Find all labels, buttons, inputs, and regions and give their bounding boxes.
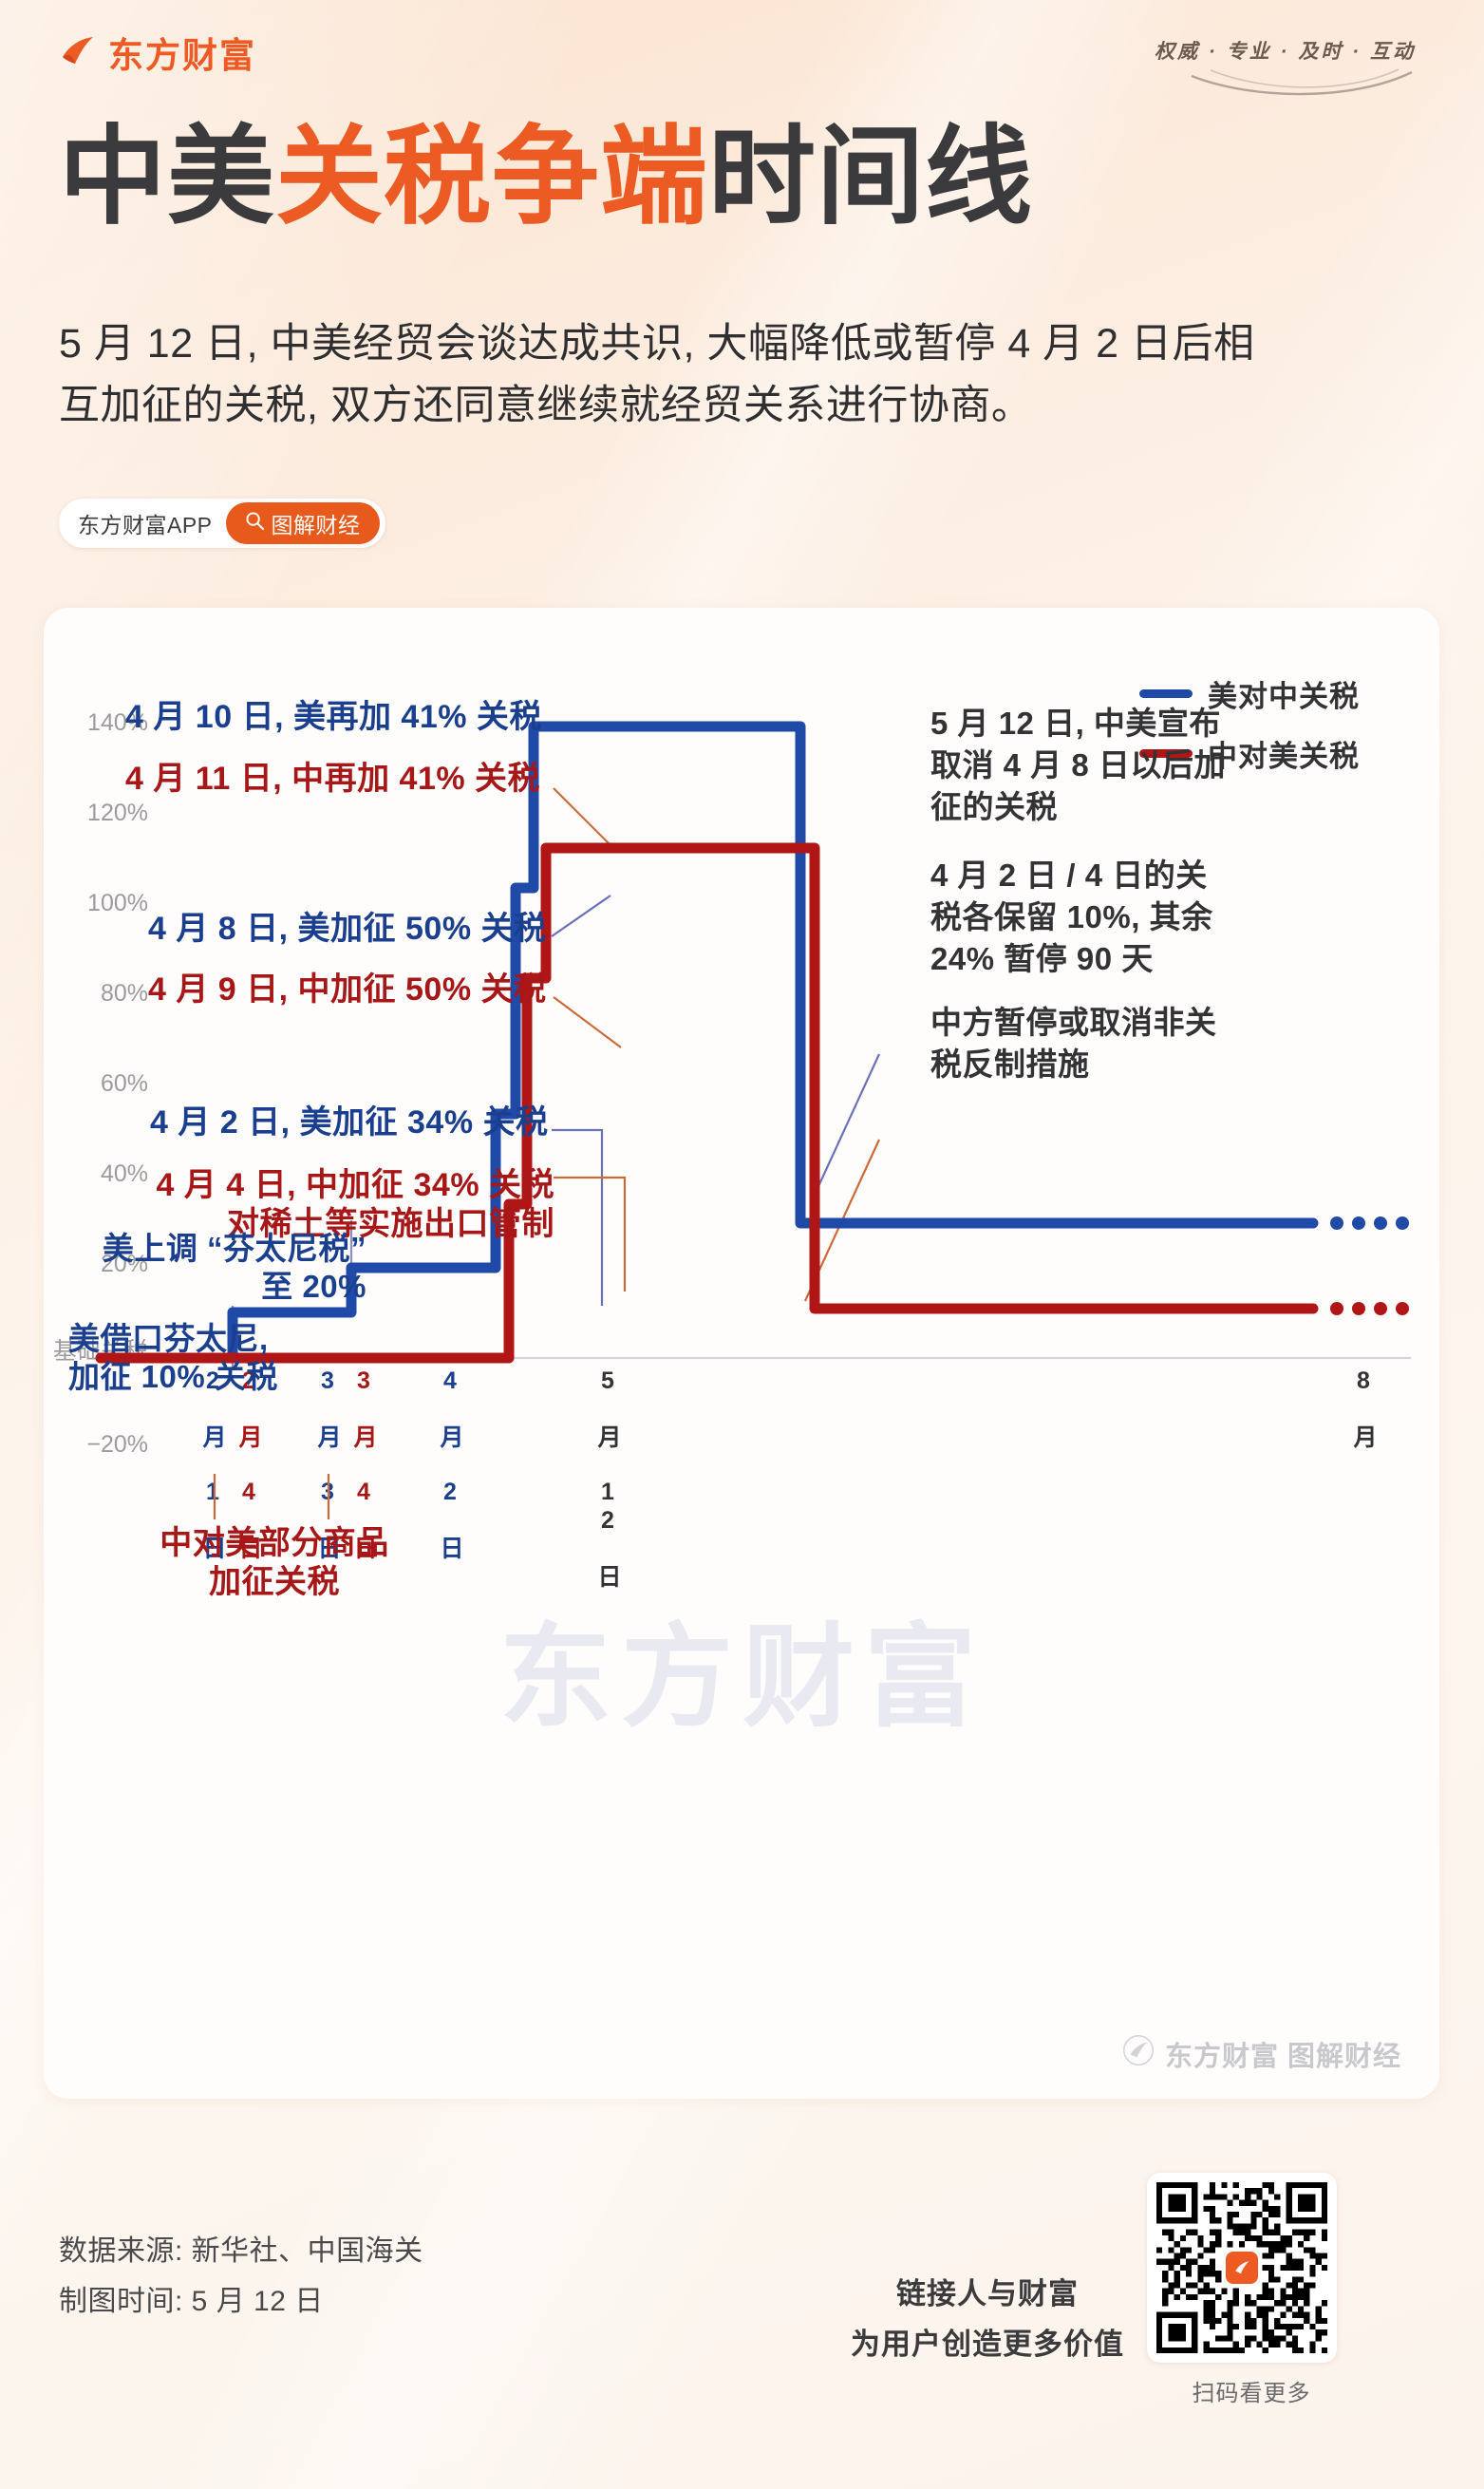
xtick-apr2: 4 月 2 日 xyxy=(437,1367,463,1561)
qr-block[interactable]: 扫码看更多 xyxy=(1147,2173,1356,2407)
footer-slogan: 链接人与财富 为用户创造更多价值 xyxy=(836,2270,1139,2369)
ytick-60: 60% xyxy=(100,1070,148,1097)
leader-0408 xyxy=(551,895,611,937)
annotation-0402: 4 月 2 日, 美加征 34% 关税 xyxy=(150,1104,549,1141)
footer-source-line: 数据来源: 新华社、中国海关 xyxy=(59,2235,423,2267)
qr-code[interactable] xyxy=(1147,2173,1337,2363)
xtick-may12: 5 月 12 日 xyxy=(594,1367,621,1590)
legend-swatch-cn xyxy=(1139,749,1193,758)
swoosh-decoration xyxy=(1191,68,1413,96)
app-chip[interactable]: 东方财富APP 图解财经 xyxy=(59,499,385,548)
chart-legend: 美对中关税 中对美关税 xyxy=(1139,672,1360,792)
legend-label-cn: 中对美关税 xyxy=(1208,740,1360,773)
qr-caption: 扫码看更多 xyxy=(1192,2381,1311,2406)
ytick-80: 80% xyxy=(100,980,148,1007)
legend-swatch-us xyxy=(1139,689,1193,698)
annotation-fentanyl-20: 美上调 “芬太尼税” 至 20% xyxy=(102,1231,366,1305)
page-title: 中美关税争端时间线 xyxy=(59,123,1033,231)
xtick-mar3: 3 月 3 日 xyxy=(314,1367,341,1561)
footer-slogan-line1: 链接人与财富 xyxy=(896,2277,1079,2310)
ytick-100: 100% xyxy=(87,890,148,916)
watermark-bottom-text: 东方财富 图解财经 xyxy=(1164,2042,1401,2072)
annotation-fentanyl-10: 美借口芬太尼, 加征 10% 关税 xyxy=(68,1321,278,1395)
page-subtitle: 5 月 12 日, 中美经贸会谈达成共识, 大幅降低或暂停 4 月 2 日后相互… xyxy=(59,321,1255,429)
annotation-0408: 4 月 8 日, 美加征 50% 关税 xyxy=(148,911,547,947)
leader-0411 xyxy=(553,787,614,849)
watermark-bottom: 东方财富 图解财经 xyxy=(1122,2034,1401,2074)
watermark-text: 东方财富 xyxy=(499,1615,986,1741)
ytick-40: 40% xyxy=(100,1160,148,1187)
brand-slogan-text: 权威 · 专业 · 及时 · 互动 xyxy=(1155,41,1416,63)
legend-label-us: 美对中关税 xyxy=(1208,680,1360,713)
series-line-cn xyxy=(95,842,1319,1364)
xtick-feb4: 2 月 4 日 xyxy=(235,1367,262,1561)
annotation-0409: 4 月 9 日, 中加征 50% 关税 xyxy=(148,971,547,1008)
app-chip-pill-label: 图解财经 xyxy=(271,513,361,537)
legend-item-us: 美对中关税 xyxy=(1139,672,1360,715)
annotation-0411: 4 月 11 日, 中再加 41% 关税 xyxy=(125,761,541,797)
annotation-0410: 4 月 10 日, 美再加 41% 关税 xyxy=(125,699,542,735)
title-part-2: 关税争端 xyxy=(275,117,708,236)
xtick-mar4: 3 月 4 日 xyxy=(350,1367,377,1561)
chart-card: 东方财富 美对中关税 中对美关税 140% 120% 100% 80% 60% … xyxy=(44,608,1439,2099)
brand-slogan: 权威 · 专业 · 及时 · 互动 xyxy=(1155,36,1416,96)
brand-name: 东方财富 xyxy=(108,36,256,75)
footer-source: 数据来源: 新华社、中国海关 制图时间: 5 月 12 日 xyxy=(59,2227,423,2327)
title-part-1: 中美 xyxy=(59,117,275,236)
title-part-3: 时间线 xyxy=(708,117,1033,236)
chart-plot xyxy=(95,721,1411,1519)
ytick-20: 20% xyxy=(100,1251,148,1277)
eastmoney-logo-icon xyxy=(57,32,97,72)
annotation-0512-cancel: 5 月 12 日, 中美宣布 取消 4 月 8 日以后加 征的关税 xyxy=(930,706,1226,825)
legend-item-cn: 中对美关税 xyxy=(1139,732,1360,775)
app-chip-pill[interactable]: 图解财经 xyxy=(225,502,380,544)
annotation-0512-keep: 4 月 2 日 / 4 日的关 税各保留 10%, 其余 24% 暂停 90 天 xyxy=(930,858,1213,977)
series-dots-us xyxy=(1330,1216,1409,1230)
leader-0512-keep xyxy=(814,1053,880,1196)
ytick-120: 120% xyxy=(87,800,148,826)
ytick-minus20: −20% xyxy=(86,1431,148,1458)
footer-date-line: 制图时间: 5 月 12 日 xyxy=(59,2285,324,2317)
ytick-140: 140% xyxy=(87,709,148,736)
app-chip-name: 东方财富APP xyxy=(78,513,213,537)
annotation-china-partial: 中对美部分商品 加征关税 xyxy=(160,1525,389,1601)
leader-0404 xyxy=(554,1176,627,1292)
annotation-0404: 4 月 4 日, 中加征 34% 关税 对稀土等实施出口管制 xyxy=(156,1167,554,1243)
xtick-aug: 8 月 xyxy=(1350,1367,1377,1450)
brand-bar: 东方财富 xyxy=(57,27,256,78)
annotation-0512-nontariff: 中方暂停或取消非关 税反制措施 xyxy=(930,1005,1217,1083)
series-dots-cn xyxy=(1330,1302,1409,1315)
xtick-feb1: 2 月 1 日 xyxy=(199,1367,226,1561)
leader-0409 xyxy=(553,996,622,1048)
search-icon xyxy=(245,511,265,537)
series-line-us xyxy=(95,721,1319,1364)
qr-center-logo-icon xyxy=(1226,2252,1258,2284)
eastmoney-logo-small-icon xyxy=(1122,2035,1154,2073)
leader-0402 xyxy=(552,1128,604,1306)
footer-slogan-line2: 为用户创造更多价值 xyxy=(851,2327,1124,2361)
